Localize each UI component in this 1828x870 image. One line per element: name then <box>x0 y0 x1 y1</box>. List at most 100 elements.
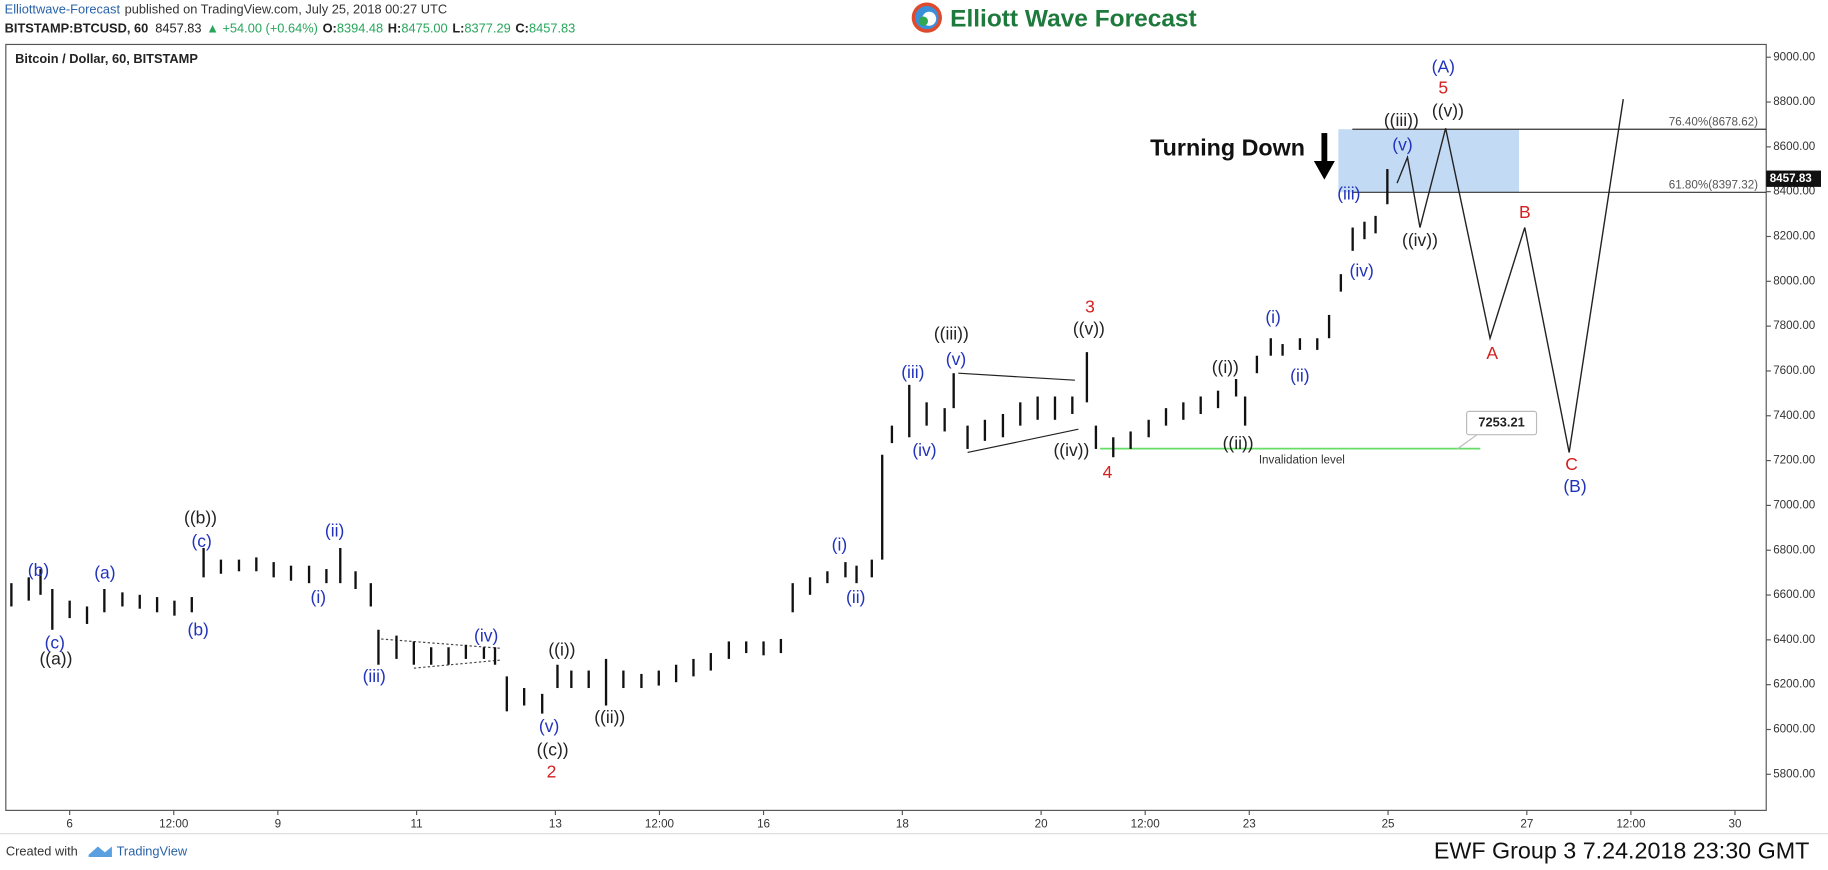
publisher[interactable]: Elliottwave-Forecast <box>5 2 121 17</box>
wave-label: (iii) <box>363 666 386 686</box>
wave-label: B <box>1519 202 1531 222</box>
symbol: BITSTAMP:BTCUSD, 60 <box>5 21 149 36</box>
y-tick-label: 6800.00 <box>1773 543 1816 556</box>
wave-label: (iii) <box>1337 183 1360 203</box>
wave-label: (iv) <box>1350 260 1374 280</box>
x-tick-label: 9 <box>275 817 281 830</box>
y-tick-label: 6600.00 <box>1773 588 1816 601</box>
wave-label: (b) <box>188 619 209 639</box>
y-tick-label: 7200.00 <box>1773 454 1816 467</box>
y-tick-label: 8000.00 <box>1773 274 1816 287</box>
change: ▲ +54.00 (+0.64%) <box>206 21 318 36</box>
dotted-triangle <box>381 638 502 669</box>
wave-label: (i) <box>832 534 848 554</box>
x-tick-label: 25 <box>1382 817 1395 830</box>
wave-label: A <box>1486 343 1498 363</box>
wave-label: (a) <box>94 562 115 582</box>
wave-label: ((i)) <box>548 639 575 659</box>
wave-label: ((v)) <box>1073 319 1105 339</box>
wave-label: (iv) <box>912 440 936 460</box>
x-tick-label: 11 <box>411 817 423 830</box>
x-tick-label: 12:00 <box>1131 817 1161 830</box>
x-tick-label: 12:00 <box>1616 817 1646 830</box>
x-tick-label: 16 <box>757 817 770 830</box>
y-tick-label: 7000.00 <box>1773 498 1816 511</box>
x-tick-label: 6 <box>66 817 72 830</box>
header-line: Elliottwave-Forecast published on Trading… <box>5 2 447 17</box>
plot-frame <box>5 43 1767 811</box>
wave-label: ((a)) <box>39 649 72 669</box>
ohlc-label: O: <box>323 21 337 36</box>
triangle-drawing <box>958 372 1079 454</box>
fib-label: 61.80%(8397.32) <box>1669 178 1758 191</box>
y-tick-label: 7600.00 <box>1773 364 1816 377</box>
ohlc-value: 8457.83 <box>529 21 575 36</box>
wave-label: (iv) <box>474 625 498 645</box>
y-tick-label: 7400.00 <box>1773 409 1816 422</box>
y-tick-label: 8600.00 <box>1773 140 1816 153</box>
wave-label: ((b)) <box>184 508 217 528</box>
wave-label: 5 <box>1438 77 1448 97</box>
published: published on TradingView.com, July 25, 2… <box>125 2 447 17</box>
logo-icon <box>911 2 942 33</box>
invalidation-value: 7253.21 <box>1478 414 1524 429</box>
wave-label: C <box>1565 454 1578 474</box>
brand-icon <box>88 846 112 858</box>
stamp: EWF Group 3 7.24.2018 23:30 GMT <box>1434 838 1810 864</box>
wave-label: (B) <box>1563 476 1586 496</box>
y-tick-label: 7800.00 <box>1773 319 1816 332</box>
wave-label: (b) <box>28 560 49 580</box>
x-tick-label: 27 <box>1520 817 1533 830</box>
ohlc-label: C: <box>515 21 529 36</box>
wave-label: (c) <box>191 531 211 551</box>
x-tick-label: 20 <box>1035 817 1048 830</box>
wave-label: ((iii)) <box>1384 110 1419 130</box>
created-with: Created with <box>6 844 78 859</box>
wave-label: (A) <box>1432 56 1455 76</box>
x-tick-label: 13 <box>549 817 562 830</box>
y-tick-label: 5800.00 <box>1773 767 1816 780</box>
invalidation-label: Invalidation level <box>1259 453 1345 466</box>
y-tick-label: 8200.00 <box>1773 230 1816 243</box>
wave-label: (i) <box>311 587 327 607</box>
target-zone <box>1338 129 1520 193</box>
fib-label: 76.40%(8678.62) <box>1669 115 1758 128</box>
wave-label: ((c)) <box>537 740 569 760</box>
wave-label: ((iv)) <box>1053 440 1089 460</box>
wave-label: 3 <box>1085 297 1095 317</box>
wave-label: 4 <box>1103 462 1113 482</box>
x-tick-label: 12:00 <box>645 817 675 830</box>
wave-label: (v) <box>539 716 559 736</box>
x-tick-label: 30 <box>1729 817 1742 830</box>
ohlc-label: L: <box>452 21 464 36</box>
down-arrow <box>1313 133 1335 180</box>
x-tick-label: 18 <box>896 817 909 830</box>
wave-label: ((i)) <box>1212 357 1239 377</box>
wave-label: ((ii)) <box>594 707 625 727</box>
wave-label: (c) <box>45 632 65 652</box>
wave-label: (ii) <box>1290 365 1309 385</box>
y-tick-label: 8400.00 <box>1773 185 1816 198</box>
wave-label: (v) <box>946 349 966 369</box>
wave-label: (ii) <box>846 587 865 607</box>
wave-label: (ii) <box>325 520 344 540</box>
ohlc-value: 8475.00 <box>401 21 447 36</box>
x-tick-label: 12:00 <box>159 817 189 830</box>
projection-line <box>1396 99 1624 453</box>
wave-label: ((ii)) <box>1223 433 1254 453</box>
wave-label: 2 <box>547 762 557 782</box>
ohlc-value: 8394.48 <box>337 21 383 36</box>
x-tick-label: 23 <box>1243 817 1256 830</box>
y-tick-label: 6400.00 <box>1773 633 1816 646</box>
chart-title: Bitcoin / Dollar, 60, BITSTAMP <box>15 51 198 66</box>
ohlc-label: H: <box>388 21 402 36</box>
callout-leader <box>1456 433 1479 450</box>
last-price-tag <box>1766 170 1822 187</box>
brand[interactable]: TradingView <box>117 844 188 859</box>
last-price-label: 8457.83 <box>1770 172 1813 185</box>
callout: Turning Down <box>1150 135 1305 161</box>
logo-box <box>903 0 1219 39</box>
y-tick-label: 6000.00 <box>1773 723 1816 736</box>
